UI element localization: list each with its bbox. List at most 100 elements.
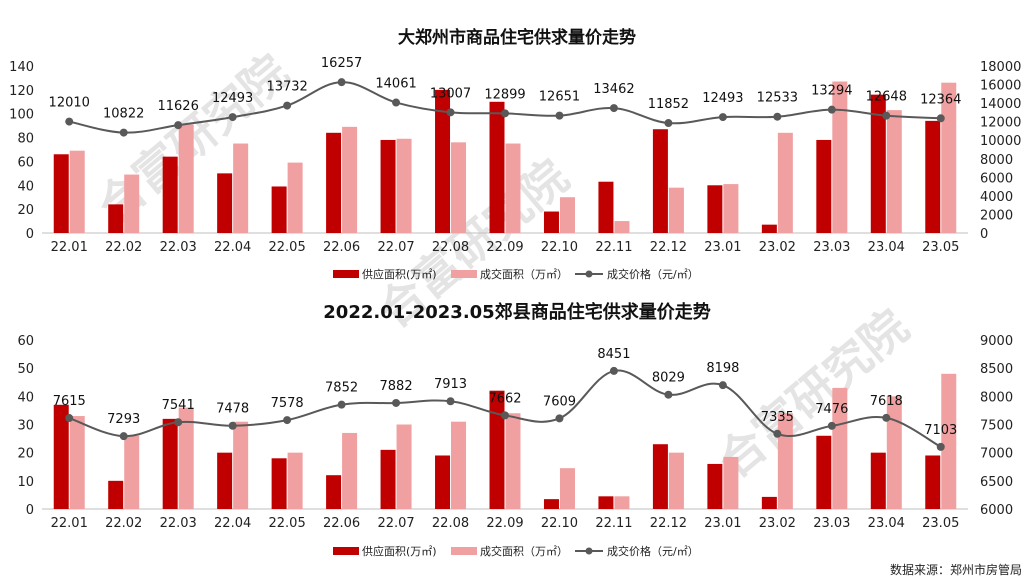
chart1-supply-bar (489, 101, 505, 234)
chart2-legend-supply-label: 供应面积(万㎡) (362, 544, 437, 558)
chart2-category-label: 22.06 (323, 516, 360, 531)
chart2-category-label: 23.02 (759, 516, 796, 531)
chart2-price-marker (228, 421, 237, 430)
chart2-price-marker (446, 397, 455, 406)
chart2-plot: 0 10 20 30 40 50 60 6000 6500 7000 7500 8000 8500 900… (17, 334, 1013, 531)
chart1-price-marker (446, 108, 455, 117)
chart2-price-label: 7618 (870, 394, 903, 409)
chart2-y-left-tick: 10 (17, 475, 34, 490)
chart2-supply-bar (598, 496, 614, 509)
chart2-supply-bar (271, 458, 287, 509)
chart1-legend-deal-swatch (451, 270, 477, 278)
chart1-price-marker (936, 114, 945, 123)
chart2-price-marker (718, 381, 727, 390)
chart1-price-label: 11626 (157, 99, 198, 114)
chart2-price-marker (609, 366, 618, 375)
chart1-category-label: 22.01 (51, 240, 88, 255)
chart2-y-left-tick: 20 (17, 447, 34, 462)
chart1-price-label: 12364 (920, 92, 961, 107)
chart1-supply-bar (435, 89, 451, 233)
chart2-price-marker (773, 429, 782, 438)
chart2-price-marker (174, 418, 183, 427)
chart1-y-left-tick: 60 (17, 155, 34, 170)
chart1-price-label: 12010 (49, 96, 90, 111)
chart2-price-marker (501, 411, 509, 420)
chart2-category-label: 22.05 (269, 516, 306, 531)
chart2-price-label: 8198 (706, 361, 739, 376)
chart1-price-marker (65, 117, 74, 126)
chart1-legend-supply-swatch (333, 270, 359, 278)
chart1-category-label: 22.07 (377, 240, 414, 255)
chart1-y-right-tick: 12000 (980, 116, 1021, 131)
chart1-legend-supply-label: 供应面积(万㎡) (362, 267, 437, 281)
chart2-deal-bar (723, 456, 739, 509)
chart2-category-label: 22.04 (214, 516, 251, 531)
chart2-y-right-tick: 8000 (980, 390, 1013, 405)
chart2-price-label: 7662 (488, 391, 521, 406)
chart2-price-label: 7609 (543, 394, 576, 409)
chart2-y-right-tick: 9000 (980, 334, 1013, 349)
chart2-price-marker (555, 414, 564, 423)
chart2-y-left-tick: 60 (17, 334, 34, 349)
chart1-category-label: 22.10 (541, 240, 578, 255)
chart1-y-right-tick: 16000 (980, 79, 1021, 94)
chart1-price-label: 12493 (212, 91, 253, 106)
chart1-price-marker (337, 78, 346, 87)
chart2-legend-deal-swatch (451, 547, 477, 555)
chart2-price-label: 7913 (434, 377, 467, 392)
chart1-deal-bar (559, 197, 575, 233)
chart1-y-right-tick: 0 (980, 227, 988, 242)
chart2-deal-bar (178, 407, 194, 509)
chart2-price-label: 7882 (380, 379, 413, 394)
chart2-price-marker (392, 398, 401, 407)
chart2-price-label: 7478 (216, 402, 249, 417)
chart1-deal-bar (69, 150, 85, 233)
chart1-supply-bar (108, 204, 124, 233)
chart2-deal-bar (233, 421, 249, 509)
chart1-price-marker (882, 111, 891, 120)
chart1-title: 大郑州市商品住宅供求量价走势 (398, 27, 636, 48)
chart1-deal-bar (777, 132, 793, 233)
chart1-category-label: 22.12 (650, 240, 687, 255)
chart2-supply-bar (217, 452, 233, 509)
chart2-category-label: 23.01 (704, 516, 741, 531)
chart1-category-label: 22.09 (486, 240, 523, 255)
chart2-price-marker (119, 432, 128, 441)
chart1-price-label: 12651 (539, 90, 580, 105)
chart1-price-marker (228, 113, 237, 122)
chart2-supply-bar (489, 390, 505, 509)
chart1-supply-bar (870, 94, 886, 233)
chart2-deal-bar (668, 452, 684, 509)
chart2-price-marker (337, 400, 346, 409)
chart1-category-label: 23.03 (813, 240, 850, 255)
chart1-category-label: 22.02 (105, 240, 142, 255)
chart2-supply-bar (326, 475, 342, 509)
chart2-price-label: 7103 (924, 423, 957, 438)
chart1-price-label: 14061 (375, 77, 416, 92)
chart1-category-label: 22.05 (269, 240, 306, 255)
chart2-deal-bar (832, 387, 848, 509)
chart2-deal-bar (559, 468, 575, 509)
chart1-y-left-tick: 140 (9, 60, 34, 75)
chart1-legend-price-label: 成交价格（元/㎡） (607, 267, 699, 281)
chart2-deal-bar (124, 435, 140, 509)
chart1-price-label: 12899 (484, 87, 525, 102)
chart2-supply-bar (162, 418, 178, 509)
chart1-supply-bar (707, 185, 723, 233)
chart1-price-marker (119, 128, 128, 137)
chart2-category-label: 22.01 (51, 516, 88, 531)
chart2-legend-supply-swatch (333, 547, 359, 555)
chart1-price-marker (664, 119, 673, 128)
chart2-supply-bar (707, 463, 723, 509)
chart2-supply-bar (543, 499, 559, 509)
chart1-deal-bar (886, 110, 902, 233)
chart1-y-right-tick: 18000 (980, 60, 1021, 75)
chart2-legend-deal-label: 成交面积（万㎡） (480, 544, 568, 558)
chart1-price-marker (174, 121, 183, 130)
chart2-price-marker (827, 421, 836, 430)
chart1-price-marker (392, 98, 401, 107)
chart1-y-right-tick: 6000 (980, 171, 1013, 186)
chart1-y-right-tick: 2000 (980, 208, 1013, 223)
chart2-y-right-tick: 7500 (980, 419, 1013, 434)
chart1-deal-bar (233, 143, 249, 233)
